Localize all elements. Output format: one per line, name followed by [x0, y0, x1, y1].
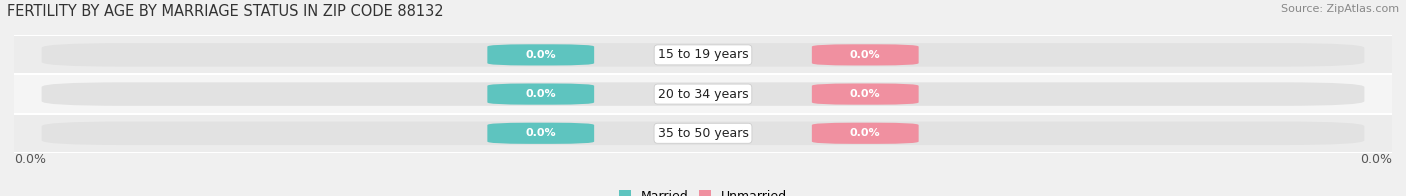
Text: 0.0%: 0.0%: [851, 128, 880, 138]
Text: 0.0%: 0.0%: [526, 89, 555, 99]
Text: FERTILITY BY AGE BY MARRIAGE STATUS IN ZIP CODE 88132: FERTILITY BY AGE BY MARRIAGE STATUS IN Z…: [7, 4, 444, 19]
FancyBboxPatch shape: [488, 123, 595, 144]
Legend: Married, Unmarried: Married, Unmarried: [613, 185, 793, 196]
FancyBboxPatch shape: [488, 44, 595, 65]
Text: 0.0%: 0.0%: [851, 89, 880, 99]
Text: 0.0%: 0.0%: [851, 50, 880, 60]
Text: Source: ZipAtlas.com: Source: ZipAtlas.com: [1281, 4, 1399, 14]
Bar: [14, 74, 1392, 114]
Text: 20 to 34 years: 20 to 34 years: [658, 88, 748, 101]
Text: 0.0%: 0.0%: [14, 153, 46, 166]
FancyBboxPatch shape: [811, 44, 918, 65]
Text: 0.0%: 0.0%: [526, 128, 555, 138]
FancyBboxPatch shape: [811, 123, 918, 144]
FancyBboxPatch shape: [811, 83, 918, 105]
Text: 0.0%: 0.0%: [1360, 153, 1392, 166]
FancyBboxPatch shape: [42, 82, 1364, 106]
FancyBboxPatch shape: [42, 43, 1364, 67]
Text: 35 to 50 years: 35 to 50 years: [658, 127, 748, 140]
Text: 15 to 19 years: 15 to 19 years: [658, 48, 748, 61]
FancyBboxPatch shape: [488, 83, 595, 105]
Bar: [14, 114, 1392, 153]
Text: 0.0%: 0.0%: [526, 50, 555, 60]
FancyBboxPatch shape: [42, 122, 1364, 145]
Bar: [14, 35, 1392, 74]
